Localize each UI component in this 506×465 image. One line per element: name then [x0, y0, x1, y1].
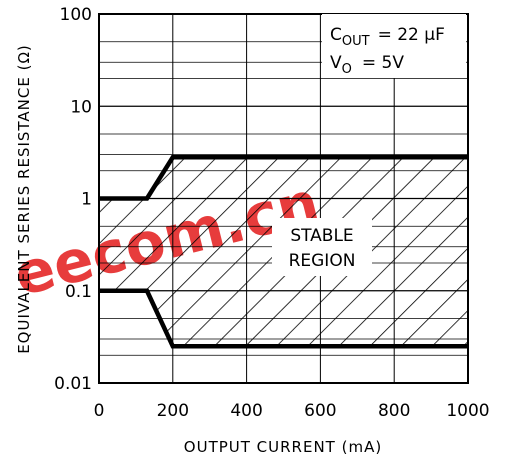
x-tick-label: 800	[378, 401, 410, 421]
series-line-1	[99, 154, 468, 201]
x-tick-label: 600	[304, 401, 336, 421]
y-tick-labels: 0.01 0.1 1 10 100	[54, 5, 92, 394]
x-tick-label: 0	[94, 401, 105, 421]
annotation-cap-value: = 22 μF	[378, 25, 445, 45]
x-tick-label: 200	[157, 401, 189, 421]
annotation-bg	[322, 14, 466, 78]
x-tick-label: 1000	[446, 401, 489, 421]
annotation-cap-symbol: C	[330, 25, 342, 45]
series-group	[99, 154, 468, 349]
y-tick-label: 1	[81, 190, 92, 210]
region-label-bg	[272, 218, 372, 276]
annotation-vo-value: = 5V	[362, 53, 404, 73]
y-tick-label: 10	[70, 97, 92, 117]
region-label-line2: REGION	[289, 251, 356, 271]
region-label-line1: STABLE	[290, 226, 353, 246]
annotation-vo-symbol: V	[330, 53, 342, 73]
annotation-cap: COUT = 22 μF	[330, 25, 445, 49]
x-axis-label: OUTPUT CURRENT (mA)	[184, 438, 382, 456]
y-tick-label: 0.01	[54, 374, 92, 394]
series-line-2	[99, 288, 468, 349]
annotation-cap-sub: OUT	[342, 34, 370, 49]
annotation-vo-sub: O	[342, 62, 352, 77]
x-tick-labels: 0 200 400 600 800 1000	[94, 401, 490, 421]
annotation-vo: VO = 5V	[330, 53, 404, 77]
annotation: COUT = 22 μF VO = 5V	[330, 25, 445, 77]
x-tick-label: 400	[230, 401, 262, 421]
y-tick-label: 0.1	[65, 282, 92, 302]
y-axis-label: EQUIVALENT SERIES RESISTANCE (Ω)	[15, 44, 33, 354]
y-tick-label: 100	[60, 5, 92, 25]
